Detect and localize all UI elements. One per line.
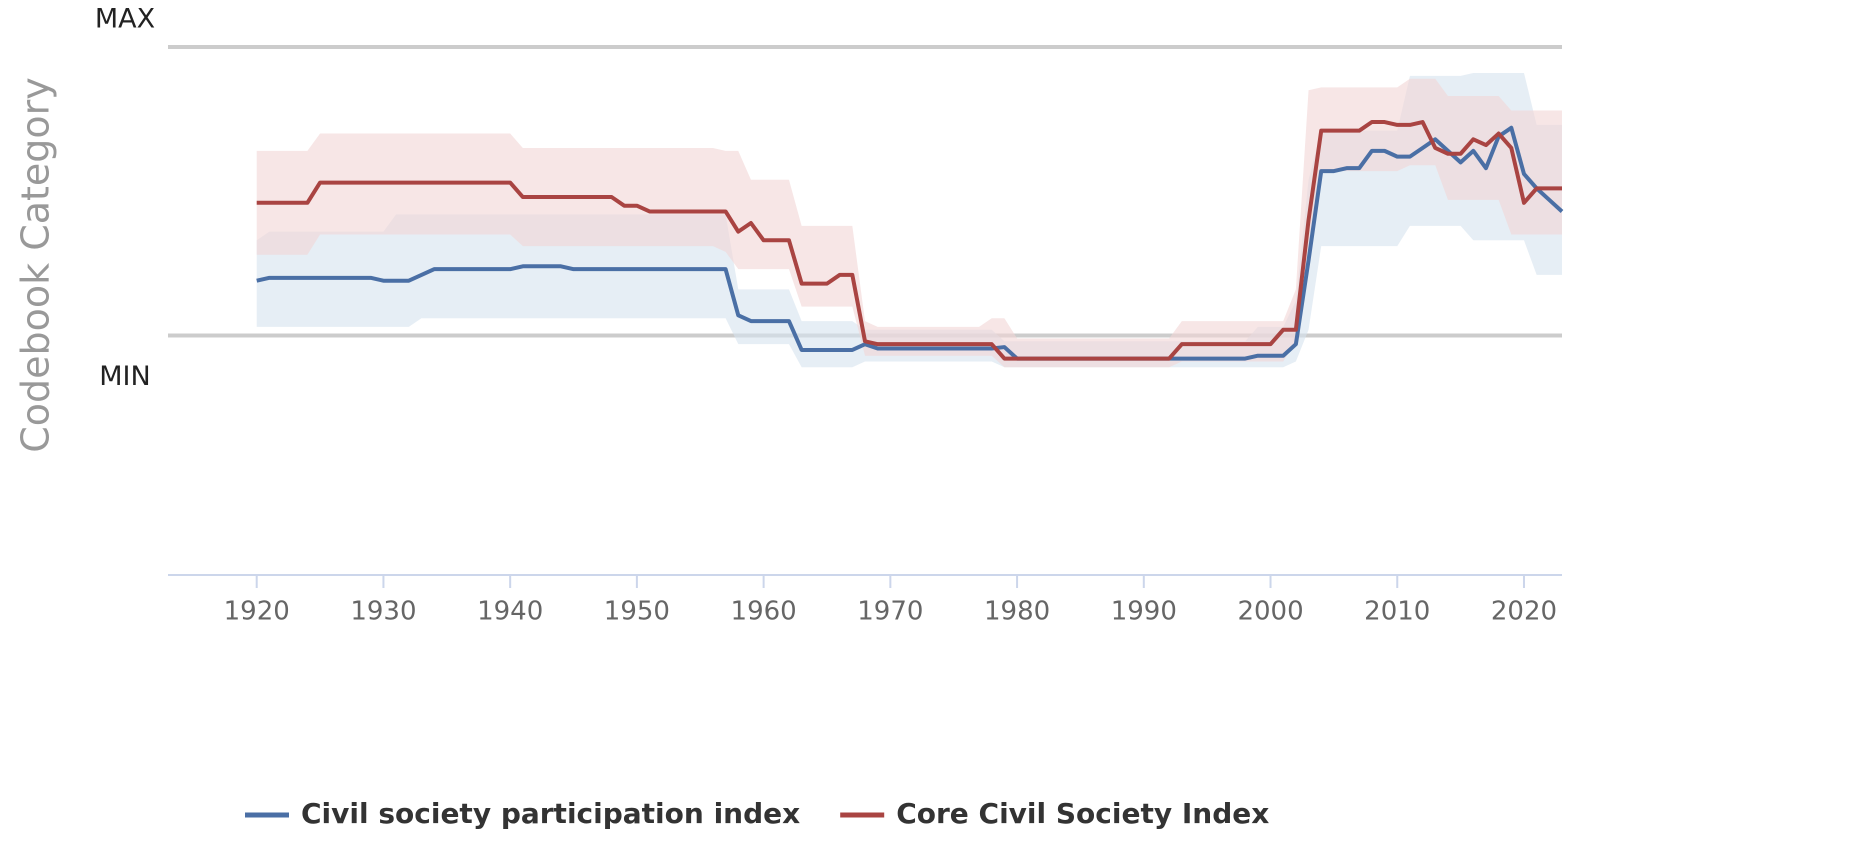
legend-label: Core Civil Society Index [896, 797, 1269, 830]
x-tick-label: 1990 [1111, 597, 1177, 627]
x-tick-label: 1940 [477, 597, 543, 627]
x-tick-label: 2000 [1237, 597, 1303, 627]
legend-label: Civil society participation index [301, 797, 800, 830]
y-tick-label: MAX [95, 4, 155, 35]
confidence-band [256, 72, 1562, 368]
x-tick-label: 1970 [857, 597, 923, 627]
x-tick-label: 1980 [984, 597, 1050, 627]
x-tick-label: 2020 [1491, 597, 1557, 627]
series-line [256, 125, 1564, 361]
x-tick-label: 2010 [1364, 597, 1430, 627]
y-tick-label: MIN [99, 361, 150, 392]
y-axis-label: Codebook Category [14, 77, 58, 453]
x-tick-label: 1950 [604, 597, 670, 627]
series-line [256, 120, 1562, 361]
confidence-band [256, 78, 1562, 368]
x-tick-label: 1960 [731, 597, 797, 627]
x-tick-label: 1930 [350, 597, 416, 627]
x-tick-label: 1920 [224, 597, 290, 627]
